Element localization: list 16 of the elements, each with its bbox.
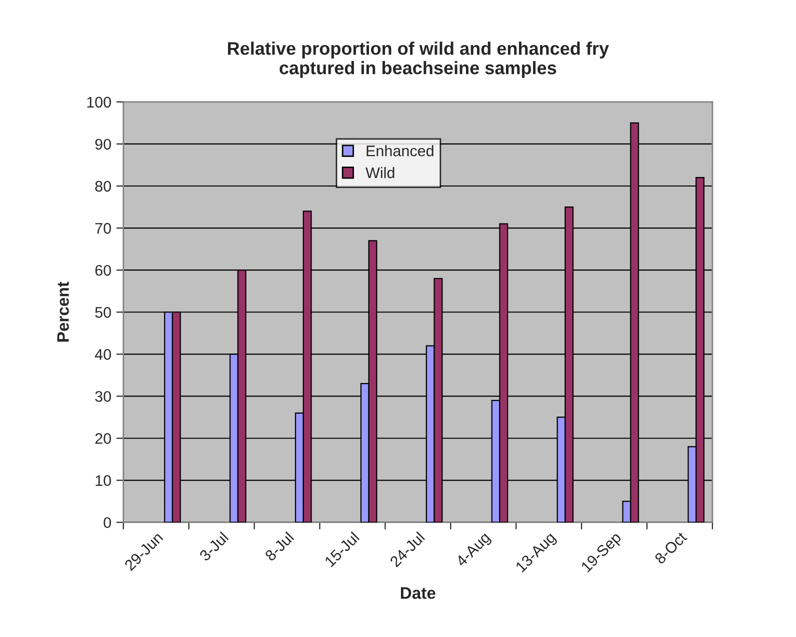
- legend-label: Enhanced: [366, 145, 434, 156]
- y-tick-label: 50: [95, 307, 111, 318]
- y-tick-label: 10: [96, 475, 111, 486]
- legend-label: Wild: [366, 166, 394, 178]
- y-tick-label: 60: [95, 264, 111, 276]
- y-tick-label: 90: [95, 138, 111, 150]
- y-tick-label: 100: [87, 96, 111, 108]
- x-axis-title: Date: [400, 587, 436, 599]
- y-axis-title: Percent: [57, 282, 69, 342]
- y-tick-label: 0: [104, 517, 111, 528]
- y-tick-label: 70: [95, 222, 111, 234]
- y-tick-label: 30: [95, 391, 111, 402]
- y-tick-label: 20: [95, 433, 111, 444]
- y-tick-label: 80: [95, 180, 111, 192]
- y-tick-label: 40: [94, 349, 111, 360]
- chart-title: Relative proportion of wild and enhanced fry captured in beachseine samples: [228, 42, 609, 78]
